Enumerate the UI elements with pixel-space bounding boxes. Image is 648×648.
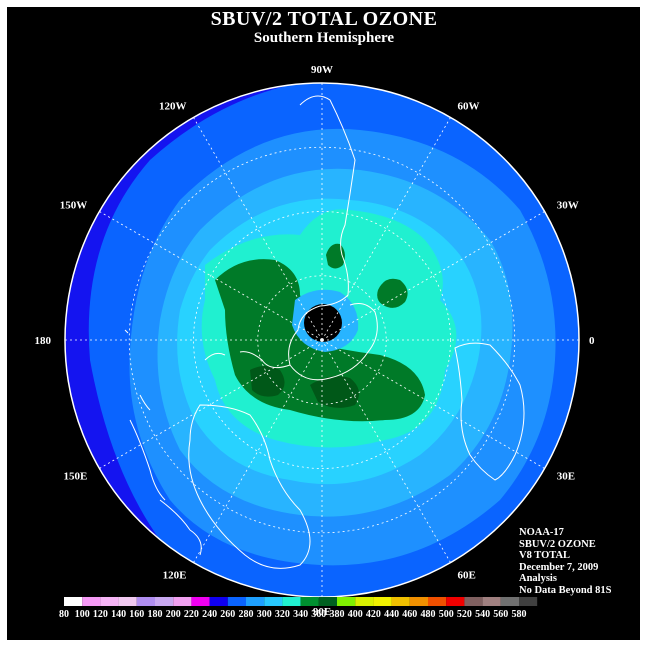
longitude-label: 30E xyxy=(557,471,575,483)
legend-label: 580 xyxy=(512,609,527,620)
legend-label: 560 xyxy=(493,609,508,620)
ozone-island-east xyxy=(377,278,408,308)
legend-label: 320 xyxy=(275,609,290,620)
legend-swatch xyxy=(300,597,319,606)
legend-label: 520 xyxy=(457,609,472,620)
legend-swatch xyxy=(246,597,265,606)
legend-swatch xyxy=(282,597,301,606)
legend-swatch xyxy=(355,597,374,606)
legend-swatch xyxy=(373,597,392,606)
longitude-labels: 90W 60W 30W 0 30E 60E 90E 120E 150E 180 150W 120W xyxy=(35,64,596,618)
legend-label: 100 xyxy=(75,609,90,620)
longitude-label: 60W xyxy=(458,100,480,112)
legend-label: 480 xyxy=(421,609,436,620)
latitude-circle xyxy=(128,146,516,534)
legend-label: 120 xyxy=(93,609,108,620)
longitude-label: 150W xyxy=(60,200,88,212)
legend-label: 460 xyxy=(402,609,417,620)
coast-ross-ice xyxy=(239,351,291,369)
latitude-circle xyxy=(193,211,451,469)
legend-label: 280 xyxy=(239,609,254,620)
info-panel: NOAA-17 SBUV/2 OZONE V8 TOTAL December 7… xyxy=(519,527,611,596)
legend-swatch xyxy=(64,597,83,606)
legend-swatch xyxy=(227,597,246,606)
legend-swatch xyxy=(264,597,283,606)
legend-swatch xyxy=(82,597,101,606)
longitude-label: 30W xyxy=(557,200,579,212)
info-note: No Data Beyond 81S xyxy=(519,584,612,596)
coast-south-america xyxy=(299,95,356,256)
longitude-label: 0 xyxy=(589,335,595,347)
legend-label: 220 xyxy=(184,609,199,620)
info-type: Analysis xyxy=(519,573,557,584)
legend-label: 180 xyxy=(148,609,163,620)
legend-label: 380 xyxy=(330,609,345,620)
coast-africa xyxy=(454,342,525,481)
coast-australia xyxy=(188,404,311,569)
legend-swatch xyxy=(209,597,228,606)
ozone-band-360 xyxy=(250,366,359,408)
longitude-label: 150E xyxy=(63,471,87,483)
ozone-field xyxy=(65,83,579,597)
legend-swatch xyxy=(118,597,137,606)
legend-label: 240 xyxy=(202,609,217,620)
legend-swatch xyxy=(428,597,447,606)
legend-label: 80 xyxy=(59,609,69,620)
legend-label: 500 xyxy=(439,609,454,620)
longitude-label: 120W xyxy=(159,100,187,112)
info-satellite: NOAA-17 xyxy=(519,527,564,538)
info-date: December 7, 2009 xyxy=(519,561,599,573)
coast-antarctica xyxy=(288,303,378,381)
graticule xyxy=(65,83,579,597)
legend-swatch xyxy=(464,597,483,606)
legend-label: 540 xyxy=(475,609,490,620)
legend-label: 200 xyxy=(166,609,181,620)
legend-swatch xyxy=(337,597,356,606)
legend-label: 260 xyxy=(220,609,235,620)
legend-swatch xyxy=(191,597,210,606)
coast-islands xyxy=(124,329,226,556)
longitude-label: 60E xyxy=(458,570,476,582)
legend-swatch xyxy=(318,597,337,606)
legend-label: 340 xyxy=(293,609,308,620)
map-subtitle: Southern Hemisphere xyxy=(253,30,395,46)
legend-label: 160 xyxy=(129,609,144,620)
color-legend: 80 100 120 140 160 180 200 220 240 260 280 300 320 34… xyxy=(59,597,538,620)
legend-swatch xyxy=(500,597,519,606)
legend-label: 140 xyxy=(111,609,126,620)
longitude-label: 180 xyxy=(35,335,52,347)
legend-label: 400 xyxy=(348,609,363,620)
legend-label: 420 xyxy=(366,609,381,620)
legend-label: 300 xyxy=(257,609,272,620)
legend-swatch xyxy=(446,597,465,606)
longitude-label: 90E xyxy=(313,606,331,618)
legend-swatch xyxy=(409,597,428,606)
longitude-label: 120E xyxy=(163,570,187,582)
info-product: SBUV/2 OZONE xyxy=(519,538,596,550)
legend-label: 440 xyxy=(384,609,399,620)
ozone-island-north xyxy=(326,243,345,269)
legend-swatch xyxy=(482,597,501,606)
longitude-label: 90W xyxy=(311,64,333,76)
legend-swatch xyxy=(155,597,174,606)
legend-swatch xyxy=(519,597,538,606)
legend-swatch xyxy=(100,597,119,606)
latitude-circle xyxy=(257,275,387,405)
info-version: V8 TOTAL xyxy=(519,550,571,561)
polar-data-gap xyxy=(304,304,342,342)
map-title: SBUV/2 TOTAL OZONE xyxy=(210,8,438,30)
legend-label: 360 xyxy=(311,609,326,620)
coast-new-zealand xyxy=(129,394,166,501)
legend-swatch xyxy=(173,597,192,606)
legend-swatch xyxy=(136,597,155,606)
legend-swatch xyxy=(391,597,410,606)
